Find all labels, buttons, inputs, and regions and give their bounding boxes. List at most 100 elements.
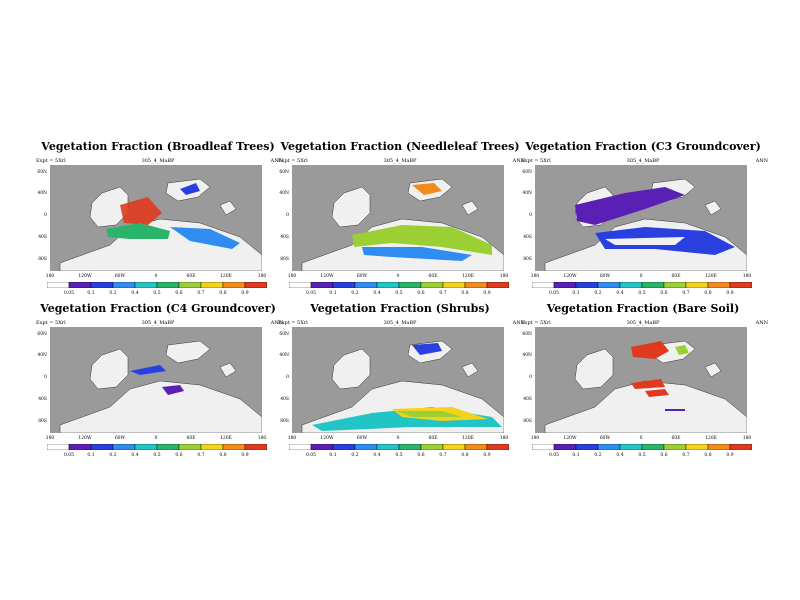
lon-label: 120W <box>563 274 577 279</box>
colorbar-swatch <box>68 444 92 450</box>
map-plot <box>292 327 504 433</box>
lon-label: 60E <box>428 274 438 279</box>
season-label: ANN <box>270 320 283 326</box>
colorbar-tick: 0.5 <box>153 291 161 296</box>
colorbar-swatch <box>332 444 356 450</box>
colorbar-swatch <box>398 282 422 288</box>
colorbar-swatch <box>442 282 466 288</box>
veg-north <box>130 365 166 375</box>
map-plot <box>50 327 262 433</box>
lon-label: 60W <box>114 274 126 279</box>
colorbar-swatch <box>244 444 267 450</box>
veg-north <box>412 183 442 195</box>
colorbar-tick: 0.9 <box>726 453 734 458</box>
colorbar-tick: 0.05 <box>63 453 75 458</box>
panel-c3-groundcover: Vegetation Fraction (C3 Groundcover) Exp… <box>518 140 768 300</box>
lat-label: 0 <box>529 375 532 380</box>
colorbar-tick: 0.9 <box>483 291 491 296</box>
panel-c4-groundcover: Vegetation Fraction (C4 Groundcover) Exp… <box>33 302 283 462</box>
veg-patch <box>162 385 184 395</box>
colorbar-tick: 0.4 <box>373 453 381 458</box>
colorbar-swatch <box>663 282 687 288</box>
colorbar-tick: 0.1 <box>572 291 580 296</box>
lat-label: 60N <box>37 332 47 337</box>
lon-label: 120W <box>78 274 92 279</box>
colorbar-swatch <box>532 444 555 450</box>
colorbar-tick: 0.5 <box>638 453 646 458</box>
island <box>219 200 237 216</box>
veg-band-1 <box>352 225 492 255</box>
colorbar-swatch <box>464 282 488 288</box>
colorbar-tick: 0.8 <box>704 453 712 458</box>
colorbar-swatch <box>532 282 555 288</box>
colorbar-swatch <box>178 444 202 450</box>
panel-shrubs: Vegetation Fraction (Shrubs) Expt = 5Xrl… <box>275 302 525 462</box>
colorbar-swatch <box>310 444 334 450</box>
colorbar-tick: 0.7 <box>197 291 205 296</box>
colorbar-tick: 0.2 <box>594 453 602 458</box>
colorbar-swatch <box>597 444 621 450</box>
lon-label: 0 <box>396 436 400 441</box>
season-label: ANN <box>512 320 525 326</box>
experiment-label: Expt = 5Xrl <box>36 320 66 326</box>
colorbar-tick: 0.9 <box>241 291 249 296</box>
colorbar-tick: 0.05 <box>548 291 560 296</box>
land-north <box>89 186 129 228</box>
colorbar-tick: 0.6 <box>417 291 425 296</box>
lat-label: 60N <box>522 170 532 175</box>
veg-band-2 <box>170 227 240 249</box>
island <box>461 362 479 378</box>
lon-label: 120W <box>320 274 334 279</box>
experiment-label: Expt = 5Xrl <box>521 158 551 164</box>
colorbar-tick: 0.1 <box>329 453 337 458</box>
lon-label: 0 <box>639 436 643 441</box>
lat-label: 40N <box>37 191 47 196</box>
panel-title: Vegetation Fraction (Broadleaf Trees) <box>41 140 275 153</box>
lon-label: 120E <box>462 436 474 441</box>
lat-label: 40N <box>522 353 532 358</box>
colorbar-swatch <box>398 444 422 450</box>
lat-label: 40N <box>279 191 289 196</box>
colorbar-tick: 0.8 <box>219 453 227 458</box>
colorbar-tick: 0.6 <box>175 291 183 296</box>
colorbar-swatch <box>553 444 577 450</box>
lon-label: 120E <box>220 274 232 279</box>
run-label: 305_4_MaBP <box>626 320 660 326</box>
colorbar <box>532 282 752 288</box>
panel-title: Vegetation Fraction (C4 Groundcover) <box>40 302 276 315</box>
veg-north <box>575 187 685 225</box>
panel-title: Vegetation Fraction (Bare Soil) <box>546 302 740 315</box>
colorbar-swatch <box>575 282 599 288</box>
colorbar-swatch <box>222 444 246 450</box>
colorbar-swatch <box>376 444 400 450</box>
experiment-label: Expt = 5Xrl <box>278 320 308 326</box>
run-label: 305_4_MaBP <box>141 320 175 326</box>
colorbar-swatch <box>354 444 378 450</box>
season-label: ANN <box>755 320 768 326</box>
lat-label: 80S <box>523 257 532 262</box>
colorbar <box>47 282 267 288</box>
lon-label: 180 <box>742 436 752 441</box>
lon-label: 180 <box>530 274 540 279</box>
colorbar-swatch <box>112 282 136 288</box>
lon-label: 60W <box>599 274 611 279</box>
colorbar-tick: 0.05 <box>305 453 317 458</box>
colorbar-swatch <box>619 282 643 288</box>
colorbar-tick: 0.9 <box>483 453 491 458</box>
colorbar-swatch <box>47 444 70 450</box>
lat-label: 40N <box>37 353 47 358</box>
island <box>219 362 237 378</box>
lat-label: 40N <box>522 191 532 196</box>
map-plot <box>535 327 747 433</box>
colorbar-tick: 0.6 <box>660 291 668 296</box>
lat-label: 40S <box>280 235 289 240</box>
lon-label: 180 <box>530 436 540 441</box>
run-label: 305_4_MaBP <box>626 158 660 164</box>
lat-label: 80S <box>38 257 47 262</box>
lon-label: 120E <box>462 274 474 279</box>
colorbar-tick: 0.1 <box>572 453 580 458</box>
lon-label: 60E <box>671 436 681 441</box>
colorbar-swatch <box>156 444 180 450</box>
lat-label: 60N <box>279 170 289 175</box>
colorbar-swatch <box>707 282 731 288</box>
